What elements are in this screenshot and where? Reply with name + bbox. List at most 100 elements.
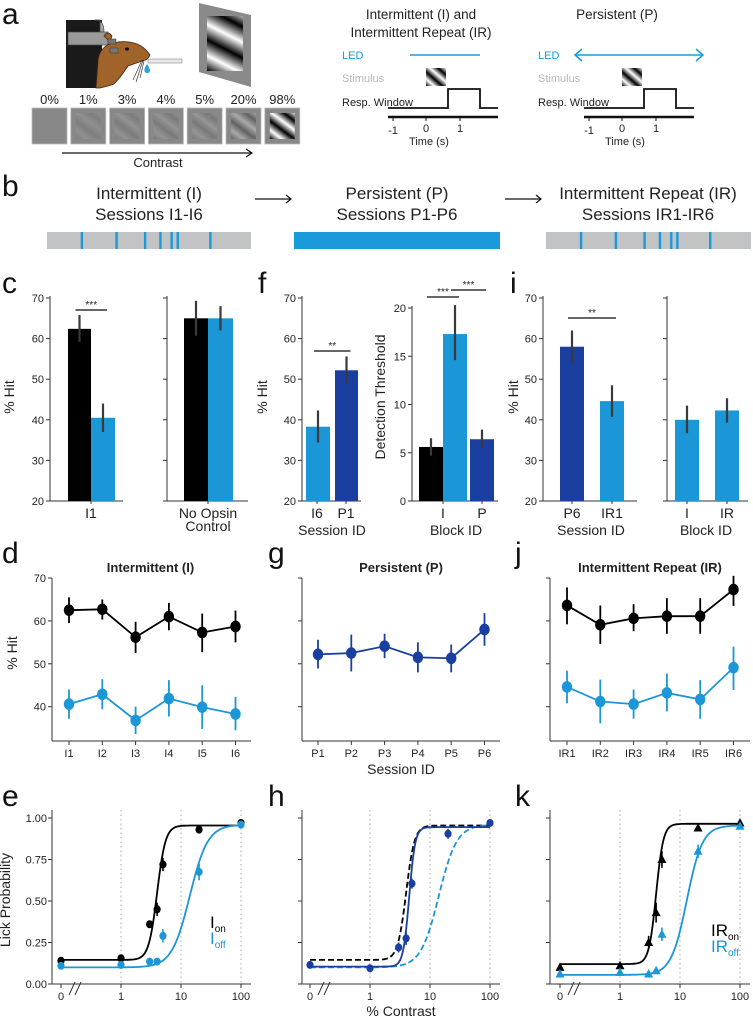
stimulus-label: Stimulus — [342, 73, 385, 85]
y-tick-label: 20 — [394, 303, 406, 315]
y-tick-label: 40 — [284, 415, 296, 427]
axis-break-icon — [317, 981, 331, 996]
grating-stimulus — [207, 16, 243, 71]
response-window-trace — [584, 88, 694, 109]
legend-entry: IRon — [711, 921, 739, 943]
y-tick-label: 30 — [32, 455, 44, 467]
y-tick-label: 60 — [34, 616, 46, 628]
bar — [68, 328, 91, 501]
x-tick-label: 1 — [617, 991, 623, 1003]
x-tick-label: IR5 — [692, 748, 709, 760]
legend-subscript: off — [215, 940, 226, 951]
series — [312, 613, 490, 673]
data-point — [661, 610, 673, 622]
significance-stars: ** — [328, 341, 336, 352]
panel-label-b: b — [2, 170, 19, 203]
y-tick-label: 30 — [525, 455, 537, 467]
y-axis-label: % Hit — [1, 380, 17, 414]
bar-chart-c: 20 30 40 50 60 70 I1 % Hit *** — [1, 293, 123, 521]
panel-label-c: c — [2, 267, 17, 300]
data-point — [693, 846, 703, 855]
x-axis-label: Block ID — [430, 522, 482, 538]
y-tick-label: 1.00 — [26, 813, 47, 825]
y-tick-label: 20 — [284, 496, 296, 508]
data-point — [661, 687, 673, 699]
x-tick-label: P — [477, 505, 486, 521]
series-line — [566, 666, 735, 706]
bar — [419, 446, 443, 501]
led-trial-stripe — [80, 232, 84, 249]
contrast-level-label: 20% — [230, 92, 256, 107]
data-point — [486, 818, 494, 827]
y-axis-label: % Hit — [505, 380, 521, 414]
response-window-label: Resp. Window — [342, 97, 413, 109]
series — [561, 646, 739, 724]
data-point — [379, 640, 390, 653]
data-point — [366, 964, 374, 973]
legend-label: IR — [711, 921, 728, 940]
led-timeline-bar — [47, 232, 251, 249]
x-tick-label: I6 — [311, 505, 323, 521]
series-line — [68, 693, 236, 722]
fit-curve-dashed — [310, 824, 490, 961]
legend-subscript: on — [215, 924, 226, 935]
data-point — [628, 612, 639, 625]
stimulus-screen — [199, 3, 251, 87]
data-point — [561, 599, 573, 612]
data-point — [446, 652, 457, 665]
data-point — [693, 822, 703, 832]
x-tick-label: I2 — [98, 748, 107, 760]
panel-label-e: e — [2, 780, 19, 813]
session-block-title: Persistent (P) — [346, 184, 449, 203]
y-tick-label: 70 — [525, 293, 537, 305]
x-tick-label: IR6 — [725, 748, 742, 760]
data-point — [595, 695, 606, 708]
session-block-title: Sessions I1-I6 — [95, 205, 203, 224]
data-point — [159, 860, 167, 869]
y-tick-label: 70 — [284, 293, 296, 305]
contrast-level-label: 98% — [269, 92, 295, 107]
panel-labels: a b c f i d g j e h k — [2, 0, 531, 813]
x-tick-label: P3 — [378, 748, 391, 760]
x-tick-label: 100 — [232, 991, 250, 1003]
y-tick-label: 60 — [284, 334, 296, 346]
panel-label-i: i — [510, 267, 517, 300]
timing-title: Intermittent (I) and — [366, 7, 476, 22]
data-point — [130, 631, 141, 643]
x-tick-label: P1 — [337, 505, 354, 521]
data-point — [153, 905, 161, 914]
grating-stimulus — [231, 113, 256, 139]
y-tick-label: 40 — [34, 702, 46, 714]
y-axis-label: % Hit — [4, 636, 20, 670]
data-point — [97, 688, 108, 701]
tube-icon — [66, 20, 102, 88]
led-trial-stripe — [159, 232, 162, 249]
psychometric-chart-e: 0.00 0.25 0.50 0.75 1.00 0 1 10 100 Lick Probabil… — [0, 810, 251, 1003]
x-tick-label: I1 — [64, 748, 73, 760]
panel-label-f: f — [258, 267, 267, 300]
series — [63, 679, 241, 735]
series — [63, 597, 241, 654]
data-point — [395, 943, 403, 952]
data-point — [346, 647, 357, 659]
mouse-setup-illustration — [66, 19, 183, 89]
grating-stimulus — [153, 113, 179, 139]
series-line — [317, 628, 486, 660]
x-tick-label: P6 — [478, 748, 491, 760]
y-tick-label: 50 — [32, 374, 44, 386]
y-tick-label: 0 — [400, 496, 406, 508]
data-point — [230, 620, 241, 633]
led-trial-stripe — [176, 232, 179, 249]
legend-subscript: off — [728, 948, 739, 959]
x-tick-label: I5 — [198, 748, 207, 760]
fit-curve — [61, 824, 241, 961]
y-tick-label: 0.75 — [26, 855, 47, 867]
session-block-title: Intermittent (I) — [96, 184, 202, 203]
arrow-head-icon — [535, 194, 542, 204]
legend-entry: IRoff — [711, 937, 739, 959]
y-tick-label: 10 — [394, 400, 406, 412]
